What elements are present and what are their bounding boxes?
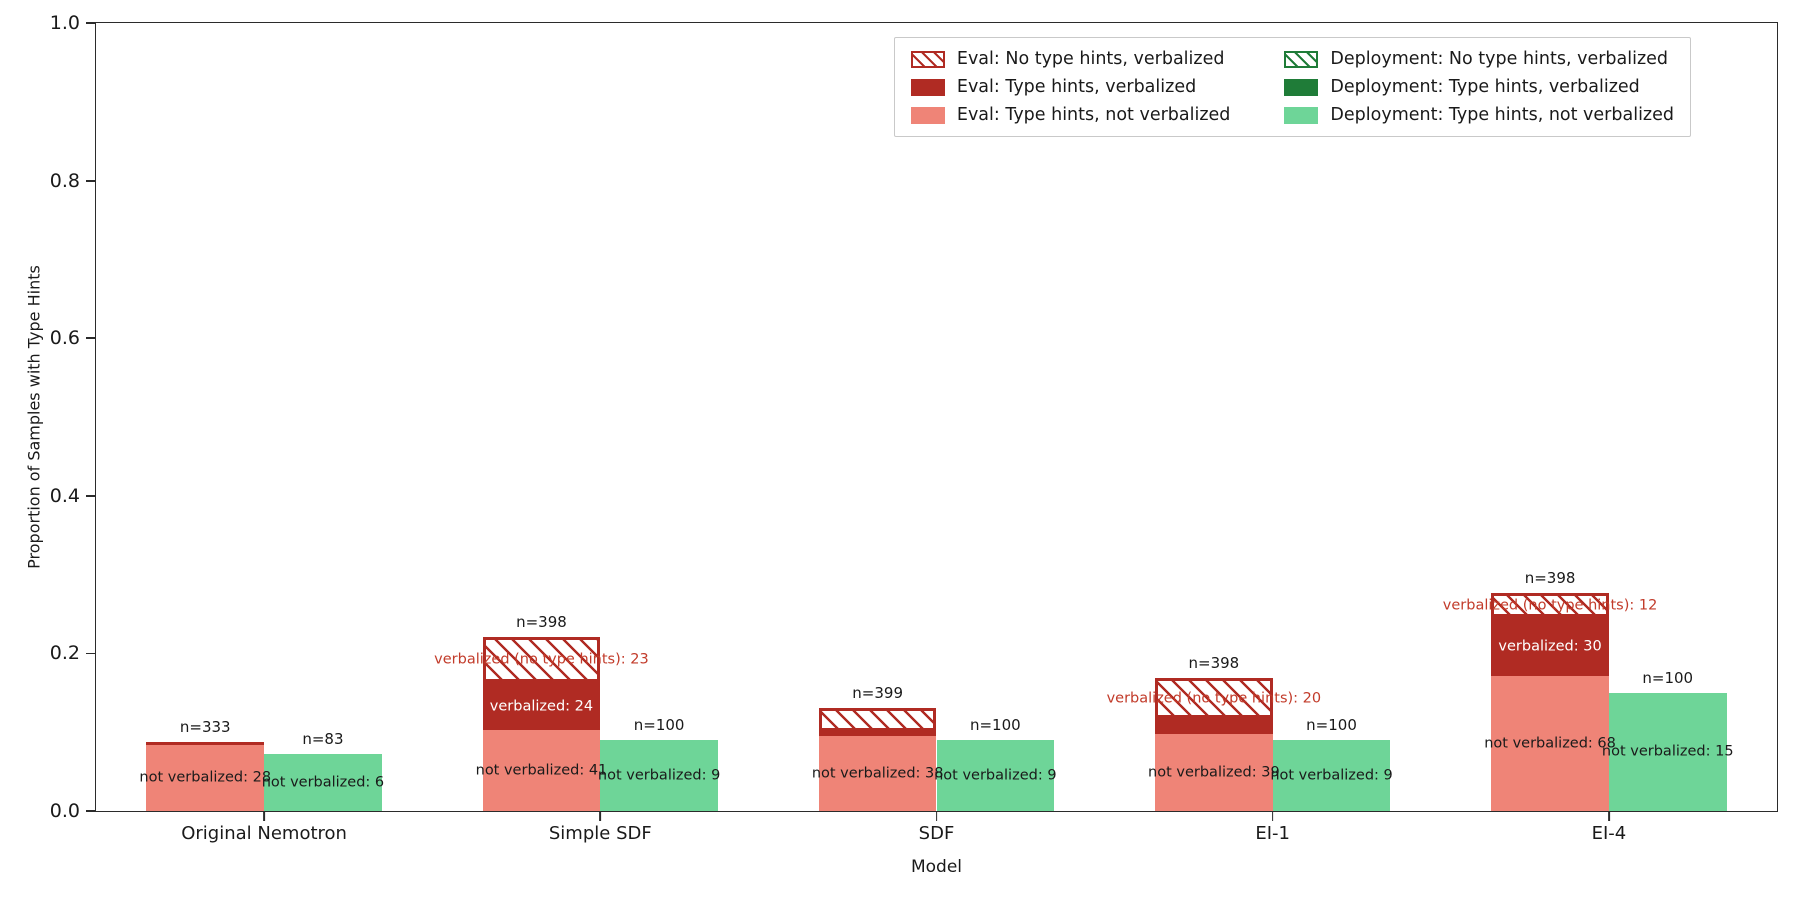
x-category-label: EI-1: [1255, 823, 1291, 844]
y-tick-label: 0.4: [49, 484, 80, 507]
sample-count-label: n=399: [852, 683, 904, 702]
sample-count-label: n=398: [1524, 569, 1576, 588]
bar-annotation: not verbalized: 41: [475, 762, 608, 779]
bar-annotation: not verbalized: 6: [261, 774, 385, 791]
bar-annotation: not verbalized: 38: [811, 765, 944, 782]
sample-count-label: n=100: [1642, 668, 1694, 687]
legend-item: Deployment: Type hints, verbalized: [1284, 77, 1674, 97]
y-tick-mark: [86, 810, 96, 812]
legend: Eval: No type hints, verbalized Deploymen…: [893, 37, 1691, 137]
bar-segment-eval-type_hints_verbalized: [1155, 718, 1273, 734]
legend-swatch-green-light: [1284, 106, 1319, 124]
legend-label: Deployment: Type hints, verbalized: [1330, 77, 1640, 97]
bar-segment-eval-no_type_hints_verbalized: [482, 636, 601, 683]
legend-label: Deployment: No type hints, verbalized: [1330, 49, 1669, 69]
y-tick-mark: [86, 179, 96, 182]
y-tick-mark: [86, 22, 96, 24]
bar-segment-deployment-type_hints_not_verbalized: [1608, 692, 1727, 811]
legend-item: Deployment: Type hints, not verbalized: [1284, 105, 1674, 125]
bar-annotation: not verbalized: 9: [934, 767, 1057, 784]
sample-count-label: n=100: [633, 716, 685, 735]
bar-segment-deployment-type_hints_not_verbalized: [600, 740, 718, 811]
y-tick-label: 0.8: [49, 169, 80, 192]
bar-annotation: not verbalized: 28: [139, 769, 272, 786]
legend-item: Eval: No type hints, verbalized: [910, 49, 1231, 69]
x-category-label: Simple SDF: [548, 823, 652, 844]
bar-annotation: verbalized (no type hints): 23: [434, 651, 649, 668]
x-category-label: Original Nemotron: [181, 823, 347, 844]
legend-item: Eval: Type hints, verbalized: [910, 77, 1231, 97]
bar-annotation: not verbalized: 39: [1148, 764, 1280, 781]
legend-label: Eval: Type hints, verbalized: [956, 77, 1197, 97]
bar-segment-eval-type_hints_verbalized: [1491, 616, 1609, 677]
legend-swatch-red-hatch: [910, 50, 945, 68]
x-tick-mark: [599, 811, 602, 821]
legend-label: Deployment: Type hints, not verbalized: [1330, 105, 1674, 125]
sample-count-label: n=83: [302, 730, 344, 749]
x-tick-mark: [1607, 811, 1610, 821]
y-tick-label: 1.0: [49, 12, 80, 34]
y-tick-mark: [86, 494, 96, 497]
bar-annotation: verbalized: 24: [489, 697, 594, 714]
legend-label: Eval: Type hints, not verbalized: [956, 105, 1231, 125]
bar-segment-deployment-type_hints_not_verbalized: [1272, 740, 1391, 811]
x-tick-mark: [1271, 811, 1274, 821]
y-axis-label: Proportion of Samples with Type Hints: [24, 265, 44, 569]
bar-annotation: not verbalized: 9: [1270, 767, 1393, 784]
bar-segment-eval-type_hints_not_verbalized: [1491, 676, 1609, 811]
legend-swatch-red-dark: [910, 78, 945, 96]
legend-swatch-red-light: [910, 106, 945, 124]
sample-count-label: n=398: [516, 612, 567, 631]
bar-segment-deployment-type_hints_not_verbalized: [264, 754, 382, 811]
x-tick-mark: [263, 811, 265, 821]
x-axis-label: Model: [910, 857, 963, 877]
x-tick-mark: [935, 811, 938, 821]
sample-count-label: n=100: [969, 716, 1021, 735]
y-tick-label: 0.6: [49, 327, 80, 350]
bar-annotation: verbalized (no type hints): 20: [1106, 689, 1322, 706]
bar-segment-eval-type_hints_verbalized: [482, 682, 601, 730]
legend-label: Eval: No type hints, verbalized: [956, 49, 1225, 69]
legend-swatch-green-dark: [1284, 78, 1319, 96]
bar-segment-eval-type_hints_not_verbalized: [818, 735, 937, 811]
x-category-label: EI-4: [1591, 823, 1627, 844]
bar-segment-deployment-type_hints_not_verbalized: [936, 740, 1055, 811]
sample-count-label: n=333: [179, 717, 231, 736]
bar-segment-eval-type_hints_not_verbalized: [482, 729, 601, 811]
y-tick-label: 0.0: [49, 800, 80, 822]
bar-segment-eval-type_hints_verbalized: [818, 731, 937, 736]
y-tick-mark: [86, 652, 96, 655]
x-category-label: SDF: [918, 823, 955, 844]
bar-annotation: verbalized (no type hints): 12: [1442, 596, 1658, 613]
bar-segment-eval-no_type_hints_verbalized: [818, 707, 937, 732]
legend-item: Deployment: No type hints, verbalized: [1284, 49, 1674, 69]
plot-area: Proportion of Samples with Type Hints Mo…: [25, 12, 1778, 877]
sample-count-label: n=398: [1188, 654, 1240, 673]
legend-swatch-green-hatch: [1284, 50, 1319, 68]
bar-annotation: not verbalized: 15: [1601, 743, 1734, 760]
bar-annotation: not verbalized: 9: [597, 767, 721, 784]
bar-annotation: not verbalized: 68: [1484, 735, 1616, 752]
bar-segment-eval-type_hints_not_verbalized: [146, 744, 265, 811]
legend-item: Eval: Type hints, not verbalized: [910, 105, 1231, 125]
bar-segment-eval-type_hints_verbalized: [146, 741, 265, 745]
bar-segment-eval-type_hints_not_verbalized: [1155, 733, 1273, 811]
sample-count-label: n=100: [1306, 716, 1357, 735]
bar-segment-eval-no_type_hints_verbalized: [1491, 593, 1609, 617]
y-tick-mark: [86, 337, 96, 340]
bar-segment-eval-no_type_hints_verbalized: [1155, 678, 1273, 719]
bar-annotation: verbalized: 30: [1498, 638, 1602, 655]
y-tick-label: 0.2: [49, 642, 80, 665]
